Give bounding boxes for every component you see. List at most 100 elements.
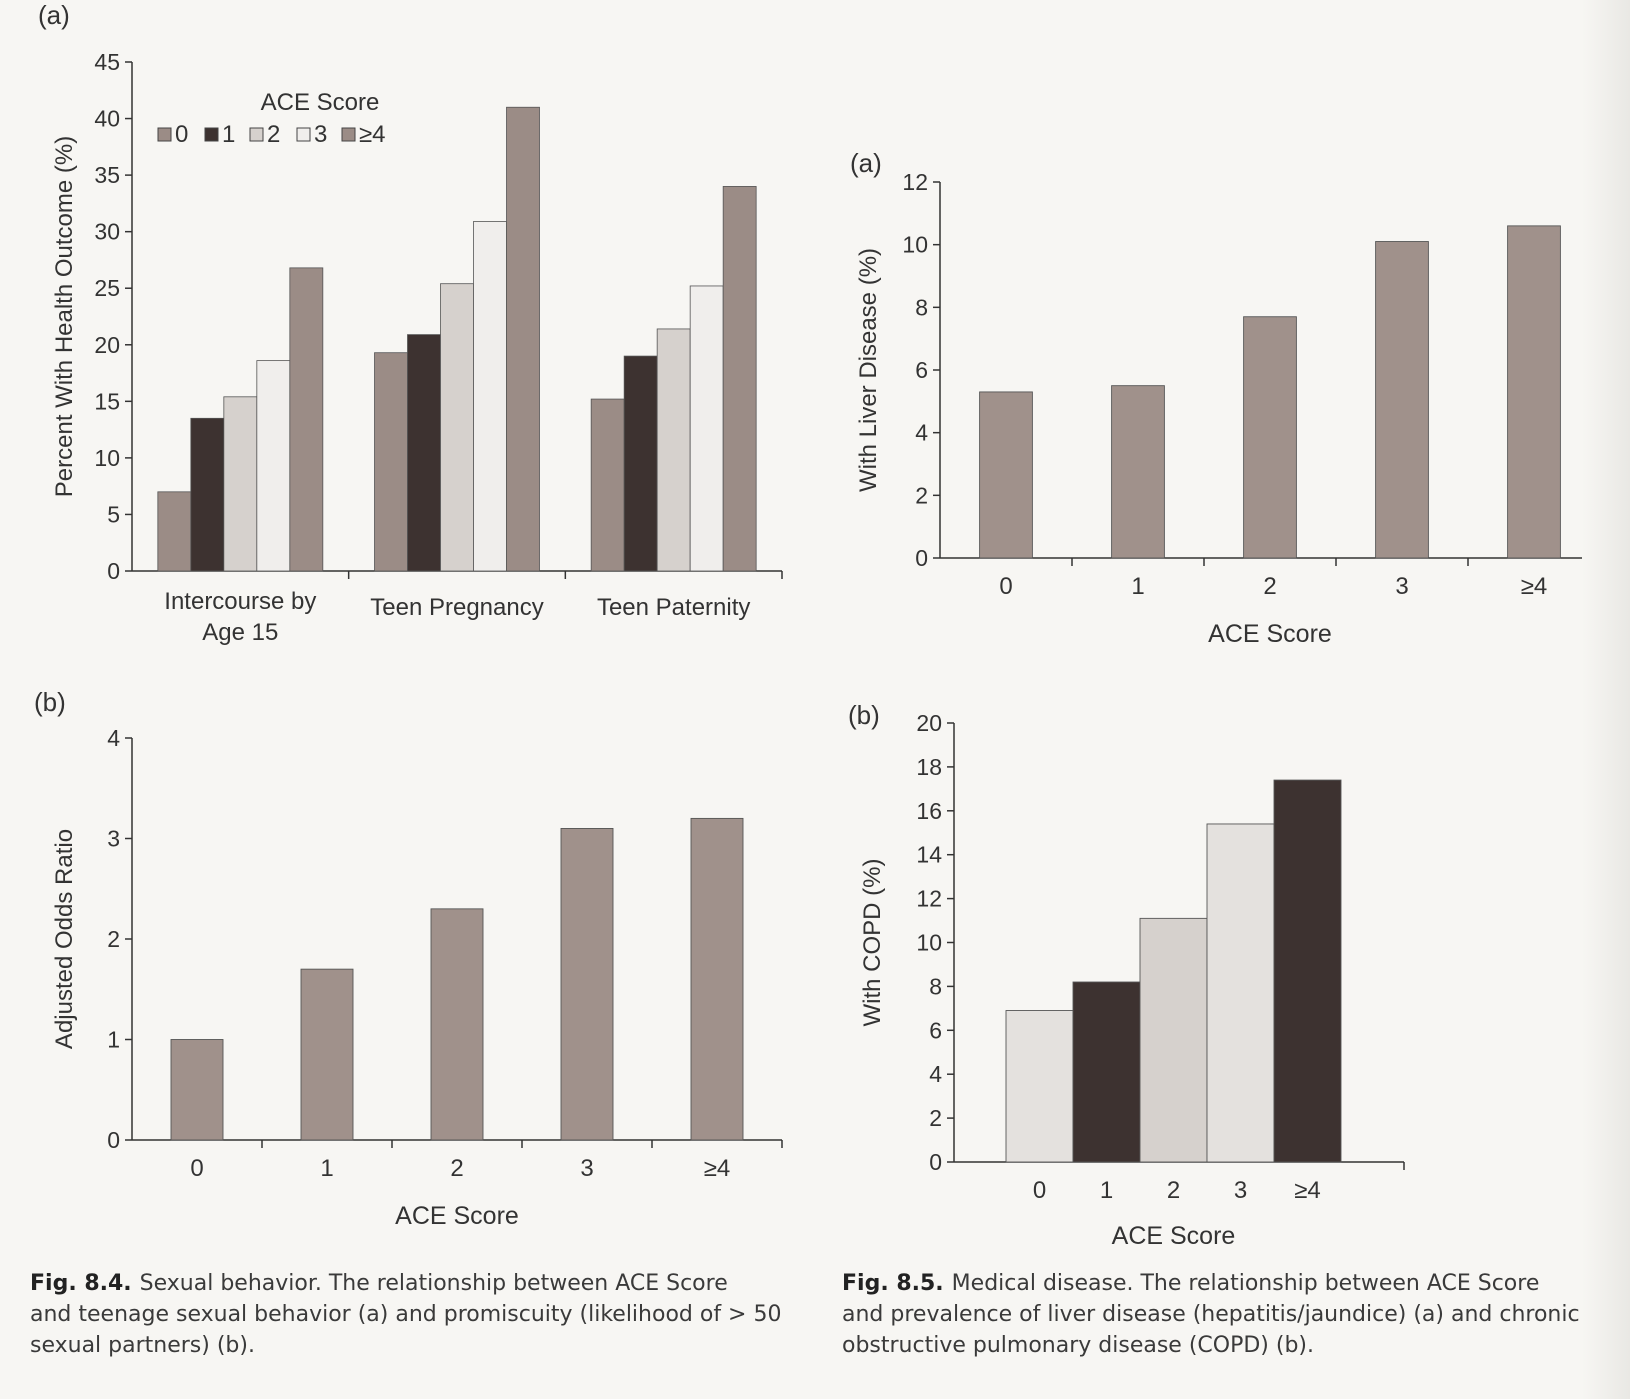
x-tick-label: 3 (1234, 1177, 1247, 1204)
bar (407, 334, 441, 572)
y-tick-label: 20 (916, 710, 942, 736)
y-tick-label: 4 (929, 1061, 942, 1087)
y-axis-title: With Liver Disease (%) (855, 248, 882, 492)
x-category-label: Age 15 (202, 619, 278, 646)
bar (289, 267, 324, 572)
caption-line-1: Fig. 8.5. Medical disease. The relationsh… (842, 1268, 1602, 1299)
y-tick-label: 15 (94, 388, 120, 414)
bar (656, 328, 691, 572)
y-tick-label: 0 (107, 1127, 120, 1153)
x-category-label: Intercourse by (164, 588, 316, 615)
y-tick-label: 5 (107, 501, 120, 527)
y-tick-label: 4 (107, 725, 120, 751)
x-axis-title: ACE Score (395, 1202, 519, 1230)
y-tick-label: 3 (107, 826, 120, 852)
panel-label: (a) (38, 0, 70, 30)
panel-label: (a) (850, 148, 882, 178)
x-axis-title: ACE Score (1208, 620, 1332, 648)
caption-label: Fig. 8.4. (30, 1271, 132, 1296)
caption-label: Fig. 8.5. (842, 1271, 944, 1296)
x-tick-label: 1 (320, 1155, 333, 1182)
y-tick-label: 0 (915, 545, 928, 571)
caption-text: Sexual behavior. The relationship betwee… (139, 1271, 728, 1296)
bar (1139, 917, 1208, 1163)
bar (1072, 981, 1141, 1163)
y-tick-label: 18 (916, 754, 942, 780)
bar (722, 186, 757, 572)
caption-fig-8-5: Fig. 8.5. Medical disease. The relationsh… (842, 1268, 1602, 1361)
x-tick-label: ≥4 (1521, 573, 1548, 600)
y-tick-label: 2 (929, 1105, 942, 1131)
caption-line-3: sexual partners) (b). (30, 1333, 255, 1358)
bar (170, 1039, 224, 1141)
legend-swatch (249, 127, 264, 142)
x-tick-label: 3 (580, 1155, 593, 1182)
bar (1111, 385, 1165, 559)
legend: ACE Score 0 1 2 3 ≥4 (157, 89, 386, 148)
y-tick-label: 30 (94, 219, 120, 245)
bar (1243, 316, 1297, 559)
bar (223, 396, 258, 572)
panel-label: (b) (34, 687, 66, 717)
y-tick-label: 6 (929, 1017, 942, 1043)
y-tick-label: 10 (94, 445, 120, 471)
bar (473, 221, 507, 572)
y-tick-label: 0 (107, 558, 120, 584)
bar (440, 283, 474, 572)
bar (374, 352, 408, 572)
y-tick-label: 8 (929, 973, 942, 999)
bar (1273, 779, 1342, 1163)
x-tick-label: 2 (1167, 1177, 1180, 1204)
y-axis-title: Percent With Health Outcome (%) (51, 136, 78, 497)
bar (430, 908, 484, 1141)
legend-swatch (157, 127, 172, 142)
caption-line-2: and teenage sexual behavior (a) and prom… (30, 1302, 782, 1327)
y-tick-label: 6 (915, 357, 928, 383)
legend-title: ACE Score (261, 89, 380, 116)
legend-swatch (296, 127, 311, 142)
bar (1375, 241, 1429, 559)
y-tick-label: 8 (915, 294, 928, 320)
y-tick-label: 35 (94, 162, 120, 188)
bar (300, 968, 354, 1141)
x-tick-label: 1 (1131, 573, 1144, 600)
bar (256, 360, 291, 572)
y-tick-label: 0 (929, 1149, 942, 1175)
bar (157, 491, 192, 572)
caption-line-3: obstructive pulmonary disease (COPD) (b)… (842, 1333, 1314, 1358)
y-tick-label: 16 (916, 798, 942, 824)
bar (623, 355, 658, 572)
x-tick-label: ≥4 (704, 1155, 731, 1182)
bar (190, 417, 225, 572)
y-tick-label: 45 (94, 49, 120, 75)
x-tick-label: 0 (1033, 1177, 1046, 1204)
bar (690, 817, 744, 1141)
x-tick-label: 0 (190, 1155, 203, 1182)
bar (1206, 823, 1275, 1163)
y-tick-label: 4 (915, 420, 928, 446)
bar (1005, 1010, 1074, 1163)
legend-entry: 0 (175, 121, 188, 148)
x-tick-label: 2 (1263, 573, 1276, 600)
caption-line-2: and prevalence of liver disease (hepatit… (842, 1302, 1580, 1327)
y-tick-label: 25 (94, 275, 120, 301)
x-tick-label: ≥4 (1294, 1177, 1321, 1204)
x-tick-label: 1 (1100, 1177, 1113, 1204)
y-tick-label: 14 (916, 842, 942, 868)
legend-swatch (204, 127, 219, 142)
legend-entry: 1 (222, 121, 235, 148)
legend-swatch (341, 127, 356, 142)
x-axis-title: ACE Score (1112, 1222, 1236, 1250)
x-category-label: Teen Paternity (597, 594, 750, 621)
y-axis-title: With COPD (%) (859, 859, 886, 1027)
legend-entry: 2 (267, 121, 280, 148)
bar (979, 391, 1033, 559)
y-tick-label: 2 (915, 482, 928, 508)
caption-text: Medical disease. The relationship betwee… (951, 1271, 1540, 1296)
bar (560, 828, 614, 1141)
bar (689, 285, 724, 572)
y-tick-label: 10 (916, 930, 942, 956)
